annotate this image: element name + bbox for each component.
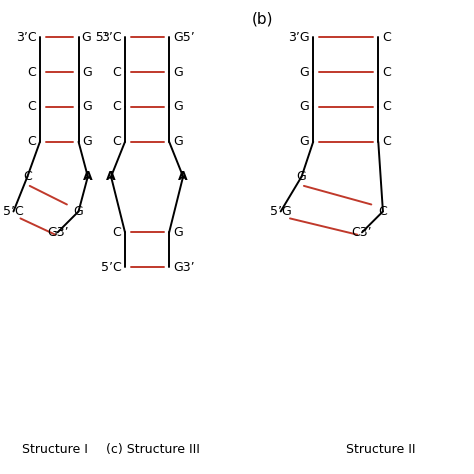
Text: G: G	[297, 170, 307, 183]
Text: G3’: G3’	[173, 261, 194, 273]
Text: C: C	[23, 170, 32, 183]
Text: C: C	[27, 135, 36, 148]
Text: C: C	[112, 100, 121, 113]
Text: C: C	[382, 100, 391, 113]
Text: G: G	[82, 100, 92, 113]
Text: G: G	[82, 135, 92, 148]
Text: C: C	[382, 135, 391, 148]
Text: G5’: G5’	[173, 31, 195, 44]
Text: 3’G: 3’G	[288, 31, 310, 44]
Text: A: A	[83, 170, 92, 183]
Text: G: G	[173, 135, 182, 148]
Text: A: A	[178, 170, 188, 183]
Text: 3’C: 3’C	[16, 31, 36, 44]
Text: 3’C: 3’C	[100, 31, 121, 44]
Text: C: C	[382, 31, 391, 44]
Text: G: G	[73, 205, 83, 218]
Text: G: G	[173, 226, 182, 239]
Text: G: G	[173, 65, 182, 79]
Text: G: G	[300, 100, 310, 113]
Text: C: C	[379, 205, 387, 218]
Text: G: G	[300, 135, 310, 148]
Text: (c) Structure III: (c) Structure III	[106, 443, 200, 456]
Text: Structure I: Structure I	[22, 443, 88, 456]
Text: C: C	[112, 226, 121, 239]
Text: G: G	[300, 65, 310, 79]
Text: G: G	[82, 65, 92, 79]
Text: G 5’: G 5’	[82, 31, 108, 44]
Text: 5’C: 5’C	[3, 205, 24, 218]
Text: 5’C: 5’C	[100, 261, 121, 273]
Text: 5’G: 5’G	[270, 205, 292, 218]
Text: C: C	[27, 65, 36, 79]
Text: G: G	[173, 100, 182, 113]
Text: C3’: C3’	[352, 226, 372, 239]
Text: Structure II: Structure II	[346, 443, 415, 456]
Text: C: C	[112, 65, 121, 79]
Text: C: C	[112, 135, 121, 148]
Text: A: A	[106, 170, 116, 183]
Text: (b): (b)	[251, 11, 273, 26]
Text: G3’: G3’	[47, 226, 68, 239]
Text: C: C	[382, 65, 391, 79]
Text: C: C	[27, 100, 36, 113]
